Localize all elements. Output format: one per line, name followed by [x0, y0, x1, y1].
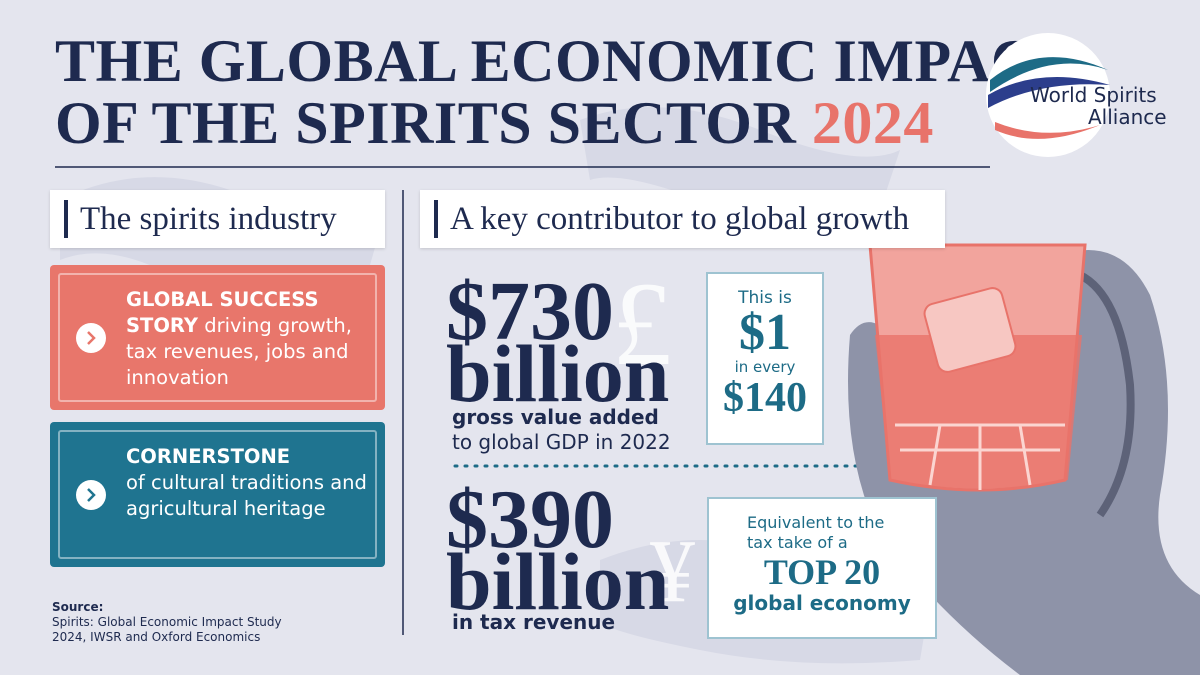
- card-border: [58, 273, 377, 402]
- card-bold: CORNERSTONE: [126, 445, 291, 468]
- title-line: OF THE SPIRITS SECTOR 2024: [55, 92, 934, 154]
- callout: This is $1 in every $140: [706, 272, 824, 445]
- glass-facets: [895, 423, 1065, 490]
- stat-label-bold: in tax revenue: [452, 610, 616, 634]
- stat-label: in tax revenue: [452, 610, 615, 634]
- source-text: Spirits: Global Economic Impact Study 20…: [52, 615, 282, 644]
- card-body: of cultural traditions and agricultural …: [126, 471, 367, 520]
- card-text: GLOBAL SUCCESS STORY driving growth, tax…: [126, 287, 376, 391]
- chevron-icon: [76, 480, 106, 510]
- section-heading: A key contributor to global growth: [420, 190, 945, 248]
- callout-big: TOP 20: [763, 552, 881, 592]
- stat-label-text: to global GDP in 2022: [452, 430, 671, 454]
- stat-unit: billion: [446, 536, 670, 627]
- callout-big: $1: [739, 304, 791, 361]
- ice-cube: [923, 287, 1017, 373]
- card: CORNERSTONE of cultural traditions and ag…: [50, 422, 385, 567]
- card-border: [58, 430, 377, 559]
- stat-amount: $390: [446, 473, 614, 566]
- logo-line: Alliance: [1088, 105, 1167, 129]
- title-text: OF THE SPIRITS SECTOR: [55, 90, 797, 156]
- callout-text: This is: [738, 288, 792, 308]
- stat-unit: billion: [446, 328, 670, 419]
- callout-text: in every: [734, 358, 796, 376]
- logo-swoosh: [988, 77, 1110, 108]
- callout-text: Equivalent to the tax take of a: [747, 513, 885, 552]
- title-line: THE GLOBAL ECONOMIC IMPACT: [55, 28, 1076, 94]
- section-heading: The spirits industry: [50, 190, 385, 248]
- card: GLOBAL SUCCESS STORY driving growth, tax…: [50, 265, 385, 410]
- chevron: [87, 331, 96, 345]
- chevron-icon: [76, 323, 106, 353]
- stat-label: gross value added to global GDP in 2022: [452, 405, 671, 455]
- logo-text: World Spirits Alliance: [1030, 84, 1167, 128]
- callout: Equivalent to the tax take of a TOP 20 g…: [707, 497, 937, 639]
- logo: [986, 33, 1110, 157]
- heading-text: A key contributor to global growth: [450, 201, 910, 237]
- heading-text: The spirits industry: [80, 201, 337, 237]
- currency-symbol: £: [612, 257, 672, 390]
- chevron: [87, 488, 96, 502]
- stat-label-bold: gross value added: [452, 405, 659, 429]
- callout-big: $140: [723, 375, 807, 421]
- source-label: Source:: [52, 600, 104, 614]
- card-bold: GLOBAL SUCCESS STORY: [126, 288, 319, 337]
- card-body: driving growth, tax revenues, jobs and i…: [126, 314, 352, 389]
- callout-text: global economy: [733, 591, 911, 615]
- hand-shading: [1078, 271, 1135, 518]
- logo-line: World Spirits: [1030, 83, 1157, 107]
- logo-circle: [986, 33, 1110, 157]
- currency-symbol: ¥: [650, 522, 695, 621]
- stat-amount: $730: [446, 265, 614, 358]
- logo-swoosh: [995, 122, 1100, 139]
- card-text: CORNERSTONE of cultural traditions and ag…: [126, 444, 376, 522]
- title-year: 2024: [811, 90, 934, 156]
- source: Source: Spirits: Global Economic Impact …: [52, 600, 302, 645]
- logo-swoosh: [990, 57, 1108, 92]
